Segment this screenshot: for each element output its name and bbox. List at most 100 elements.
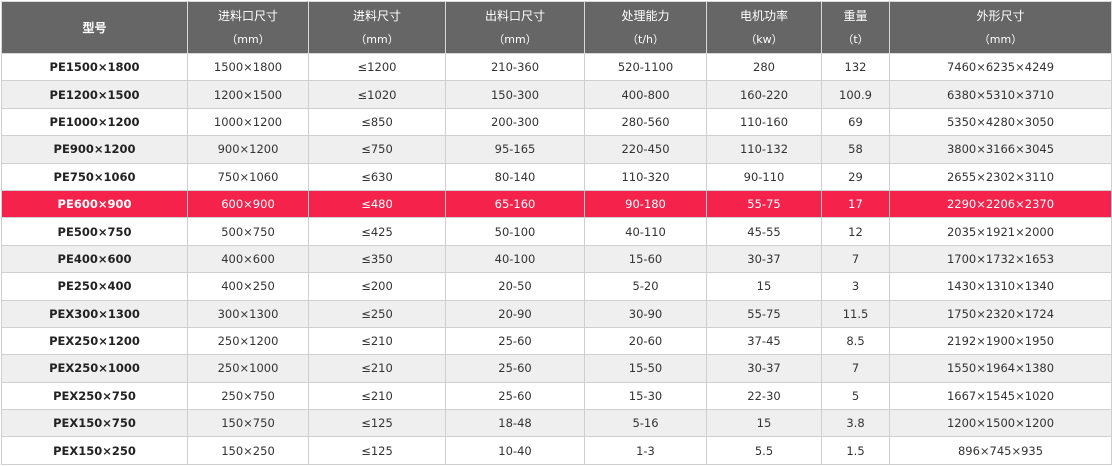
cell-motor-power: 30-37 xyxy=(706,244,822,274)
cell-dimensions: 5350×4280×3050 xyxy=(889,107,1112,137)
cell-capacity: 5-20 xyxy=(584,272,707,301)
header-dimensions: 外形尺寸 （mm） xyxy=(889,1,1112,54)
cell-dimensions: 1700×1732×1653 xyxy=(889,244,1112,274)
table-body: PE1500×1800 1500×1800 ≤1200 210-360 520-1100… xyxy=(1,52,1112,465)
cell-feed-opening: 400×600 xyxy=(187,244,309,274)
cell-motor-power: 55-75 xyxy=(706,189,822,219)
cell-feed-size: ≤750 xyxy=(308,135,446,164)
header-discharge-opening: 出料口尺寸 （mm） xyxy=(445,1,585,54)
cell-feed-opening: 250×1000 xyxy=(187,354,309,383)
cell-capacity: 280-560 xyxy=(584,107,707,137)
cell-feed-opening: 1200×1500 xyxy=(187,80,309,109)
header-motor-power: 电机功率 （kw） xyxy=(706,1,822,54)
table-row: PE600×900 600×900 ≤480 65-160 90-180 55-75 17 2… xyxy=(1,189,1112,219)
cell-motor-power: 110-160 xyxy=(706,107,822,137)
table-row: PE500×750 500×750 ≤425 50-100 40-110 45-55 12 2… xyxy=(1,217,1112,246)
header-weight: 重量 （t） xyxy=(821,1,890,54)
cell-discharge-opening: 65-160 xyxy=(445,189,585,219)
cell-dimensions: 6380×5310×3710 xyxy=(889,80,1112,109)
cell-capacity: 15-30 xyxy=(584,381,707,411)
cell-motor-power: 160-220 xyxy=(706,80,822,109)
table-row: PEX150×750 150×750 ≤125 18-48 5-16 15 3.8 1200×… xyxy=(1,409,1112,438)
cell-weight: 100.9 xyxy=(821,80,890,109)
cell-discharge-opening: 25-60 xyxy=(445,381,585,411)
cell-weight: 5 xyxy=(821,381,890,411)
table-row: PE1500×1800 1500×1800 ≤1200 210-360 520-1100… xyxy=(1,52,1112,82)
cell-dimensions: 1200×1500×1200 xyxy=(889,409,1112,438)
cell-capacity: 110-320 xyxy=(584,162,707,191)
cell-dimensions: 1750×2320×1724 xyxy=(889,299,1112,328)
header-capacity: 处理能力 （t/h） xyxy=(584,1,707,54)
cell-motor-power: 30-37 xyxy=(706,354,822,383)
header-title: 型号 xyxy=(82,20,107,35)
cell-feed-size: ≤630 xyxy=(308,162,446,191)
cell-feed-size: ≤350 xyxy=(308,244,446,274)
cell-feed-opening: 250×1200 xyxy=(187,326,309,356)
header-title: 出料口尺寸 xyxy=(484,8,545,23)
header-row: 型号 进料口尺寸 （mm） 进料尺寸 （mm） 出料口尺寸 （mm） 处理能力 （t/h） 电机功… xyxy=(1,1,1112,54)
cell-model: PEX150×250 xyxy=(1,436,188,465)
cell-feed-size: ≤210 xyxy=(308,381,446,411)
cell-weight: 132 xyxy=(821,52,890,82)
cell-feed-opening: 500×750 xyxy=(187,217,309,246)
cell-model: PE1500×1800 xyxy=(1,52,188,82)
table-row: PEX300×1300 300×1300 ≤250 20-90 30-90 55-75 11… xyxy=(1,299,1112,328)
cell-weight: 8.5 xyxy=(821,326,890,356)
cell-discharge-opening: 40-100 xyxy=(445,244,585,274)
cell-capacity: 90-180 xyxy=(584,189,707,219)
cell-weight: 17 xyxy=(821,189,890,219)
cell-feed-opening: 750×1060 xyxy=(187,162,309,191)
cell-feed-size: ≤850 xyxy=(308,107,446,137)
cell-discharge-opening: 10-40 xyxy=(445,436,585,465)
header-title: 进料尺寸 xyxy=(352,8,401,23)
cell-discharge-opening: 50-100 xyxy=(445,217,585,246)
cell-weight: 69 xyxy=(821,107,890,137)
cell-model: PEX300×1300 xyxy=(1,299,188,328)
cell-weight: 1.5 xyxy=(821,436,890,465)
header-model: 型号 xyxy=(1,1,188,54)
cell-discharge-opening: 95-165 xyxy=(445,135,585,164)
cell-motor-power: 90-110 xyxy=(706,162,822,191)
header-unit: （t） xyxy=(842,32,869,46)
cell-dimensions: 1550×1964×1380 xyxy=(889,354,1112,383)
cell-motor-power: 22-30 xyxy=(706,381,822,411)
cell-motor-power: 45-55 xyxy=(706,217,822,246)
cell-model: PE600×900 xyxy=(1,189,188,219)
cell-discharge-opening: 200-300 xyxy=(445,107,585,137)
header-unit: （mm） xyxy=(226,32,270,46)
cell-dimensions: 2192×1900×1950 xyxy=(889,326,1112,356)
cell-discharge-opening: 25-60 xyxy=(445,354,585,383)
cell-capacity: 220-450 xyxy=(584,135,707,164)
table-row: PEX250×1000 250×1000 ≤210 25-60 15-50 30-37 7 1… xyxy=(1,354,1112,383)
cell-dimensions: 896×745×935 xyxy=(889,436,1112,465)
cell-feed-size: ≤125 xyxy=(308,436,446,465)
cell-capacity: 15-50 xyxy=(584,354,707,383)
header-unit: （kw） xyxy=(745,32,783,46)
cell-motor-power: 37-45 xyxy=(706,326,822,356)
cell-model: PEX250×1000 xyxy=(1,354,188,383)
cell-capacity: 30-90 xyxy=(584,299,707,328)
table-row: PE900×1200 900×1200 ≤750 95-165 220-450 110-1… xyxy=(1,135,1112,164)
cell-feed-opening: 150×750 xyxy=(187,409,309,438)
cell-dimensions: 2655×2302×3110 xyxy=(889,162,1112,191)
cell-feed-opening: 250×750 xyxy=(187,381,309,411)
cell-dimensions: 2290×2206×2370 xyxy=(889,189,1112,219)
cell-feed-size: ≤1020 xyxy=(308,80,446,109)
header-unit: （t/h） xyxy=(627,32,664,46)
cell-weight: 3.8 xyxy=(821,409,890,438)
cell-discharge-opening: 150-300 xyxy=(445,80,585,109)
cell-weight: 12 xyxy=(821,217,890,246)
cell-capacity: 1-3 xyxy=(584,436,707,465)
header-unit: （mm） xyxy=(493,32,537,46)
cell-dimensions: 7460×6235×4249 xyxy=(889,52,1112,82)
cell-discharge-opening: 18-48 xyxy=(445,409,585,438)
cell-weight: 58 xyxy=(821,135,890,164)
cell-motor-power: 55-75 xyxy=(706,299,822,328)
cell-model: PEX150×750 xyxy=(1,409,188,438)
table-row: PE250×400 400×250 ≤200 20-50 5-20 15 3 1430×131… xyxy=(1,272,1112,301)
header-title: 重量 xyxy=(843,8,868,23)
cell-capacity: 400-800 xyxy=(584,80,707,109)
cell-model: PE1000×1200 xyxy=(1,107,188,137)
cell-feed-size: ≤200 xyxy=(308,272,446,301)
